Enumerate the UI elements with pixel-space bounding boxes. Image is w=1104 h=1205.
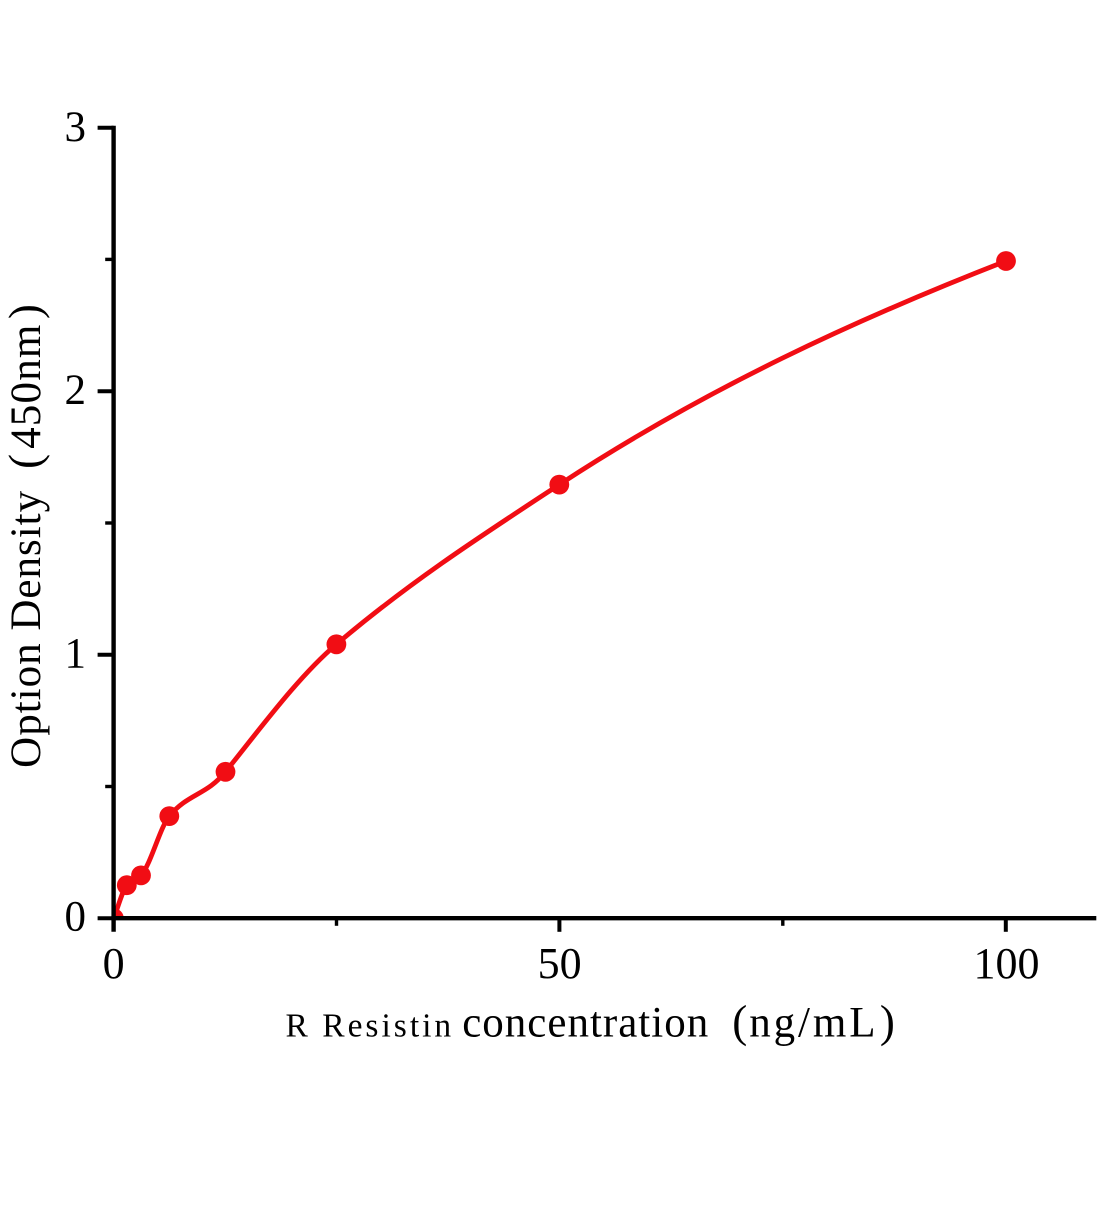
svg-text:2: 2 xyxy=(65,367,87,414)
svg-text:50: 50 xyxy=(538,939,582,988)
svg-text:Option Density(450nm): Option Density(450nm) xyxy=(0,304,50,768)
svg-text:100: 100 xyxy=(974,939,1040,988)
svg-text:1: 1 xyxy=(65,631,87,678)
svg-text:3: 3 xyxy=(65,104,87,151)
svg-text:0: 0 xyxy=(65,893,87,940)
svg-text:0: 0 xyxy=(103,939,125,988)
